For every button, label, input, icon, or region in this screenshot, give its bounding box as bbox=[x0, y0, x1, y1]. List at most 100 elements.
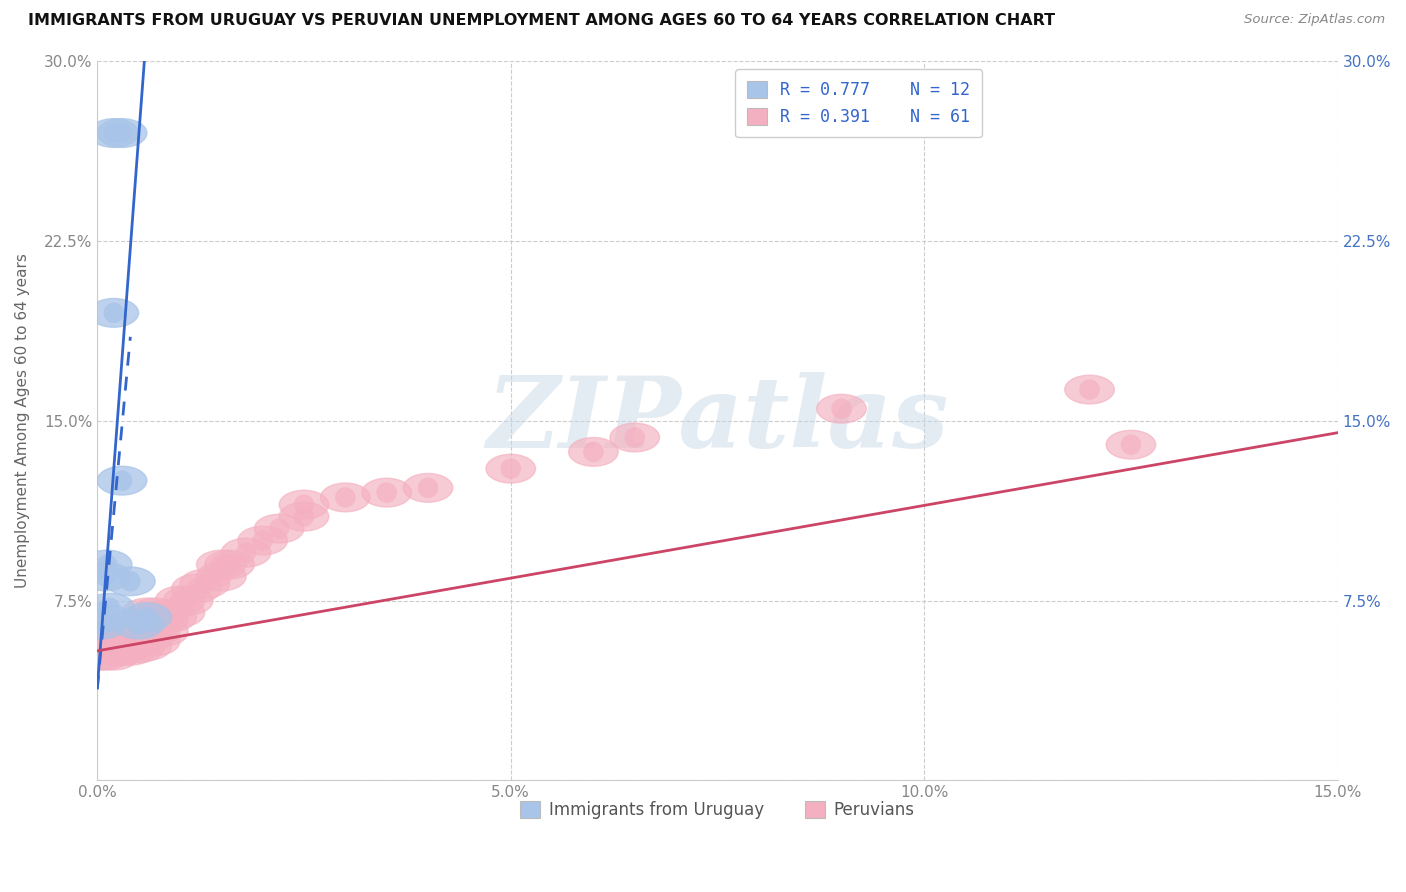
Text: IMMIGRANTS FROM URUGUAY VS PERUVIAN UNEMPLOYMENT AMONG AGES 60 TO 64 YEARS CORRE: IMMIGRANTS FROM URUGUAY VS PERUVIAN UNEM… bbox=[28, 13, 1056, 29]
Point bbox=[177, 593, 200, 607]
Ellipse shape bbox=[131, 599, 180, 627]
Ellipse shape bbox=[122, 607, 172, 637]
Point bbox=[335, 491, 357, 505]
Ellipse shape bbox=[89, 622, 139, 651]
Ellipse shape bbox=[180, 569, 229, 599]
Point bbox=[169, 593, 191, 607]
Point bbox=[89, 648, 111, 663]
Ellipse shape bbox=[139, 617, 188, 646]
Ellipse shape bbox=[80, 622, 131, 651]
Ellipse shape bbox=[97, 637, 146, 665]
Ellipse shape bbox=[76, 610, 127, 639]
Ellipse shape bbox=[89, 119, 139, 147]
Point bbox=[90, 617, 112, 632]
Point bbox=[135, 639, 157, 653]
Ellipse shape bbox=[105, 632, 155, 660]
Point bbox=[120, 617, 142, 632]
Point bbox=[135, 615, 157, 629]
Ellipse shape bbox=[146, 603, 197, 632]
Ellipse shape bbox=[89, 641, 139, 670]
Point bbox=[111, 632, 134, 646]
Legend: Immigrants from Uruguay, Peruvians: Immigrants from Uruguay, Peruvians bbox=[513, 795, 921, 826]
Ellipse shape bbox=[105, 620, 155, 648]
Point bbox=[103, 624, 125, 639]
Point bbox=[292, 498, 315, 512]
Point bbox=[152, 613, 174, 627]
Ellipse shape bbox=[105, 637, 155, 665]
Point bbox=[375, 485, 398, 500]
Point bbox=[91, 641, 114, 656]
Ellipse shape bbox=[163, 586, 214, 615]
Point bbox=[120, 574, 142, 589]
Ellipse shape bbox=[114, 610, 163, 639]
Ellipse shape bbox=[89, 299, 139, 327]
Point bbox=[186, 582, 208, 596]
Ellipse shape bbox=[254, 514, 304, 543]
Ellipse shape bbox=[105, 624, 155, 653]
Point bbox=[194, 576, 217, 591]
Ellipse shape bbox=[238, 526, 287, 555]
Point bbox=[96, 558, 118, 572]
Ellipse shape bbox=[114, 627, 163, 656]
Ellipse shape bbox=[221, 538, 271, 567]
Point bbox=[103, 644, 125, 658]
Point bbox=[111, 126, 134, 140]
Point bbox=[90, 641, 112, 656]
Point bbox=[120, 639, 142, 653]
Ellipse shape bbox=[97, 467, 146, 495]
Ellipse shape bbox=[568, 437, 619, 467]
Ellipse shape bbox=[486, 454, 536, 483]
Ellipse shape bbox=[817, 394, 866, 423]
Point bbox=[128, 641, 150, 656]
Ellipse shape bbox=[89, 632, 139, 660]
Point bbox=[1078, 383, 1101, 397]
Point bbox=[209, 569, 232, 583]
Ellipse shape bbox=[172, 574, 221, 603]
Point bbox=[128, 617, 150, 632]
Point bbox=[93, 610, 115, 624]
Point bbox=[582, 445, 605, 459]
Ellipse shape bbox=[610, 423, 659, 452]
Ellipse shape bbox=[197, 562, 246, 591]
Ellipse shape bbox=[105, 567, 155, 596]
Ellipse shape bbox=[404, 474, 453, 502]
Point bbox=[94, 569, 117, 583]
Ellipse shape bbox=[76, 634, 127, 663]
Ellipse shape bbox=[122, 603, 172, 632]
Point bbox=[135, 606, 157, 620]
Point bbox=[120, 632, 142, 646]
Point bbox=[94, 648, 117, 663]
Point bbox=[499, 461, 522, 475]
Point bbox=[135, 632, 157, 646]
Point bbox=[416, 481, 439, 495]
Ellipse shape bbox=[89, 637, 139, 665]
Point bbox=[103, 126, 125, 140]
Point bbox=[143, 634, 166, 648]
Y-axis label: Unemployment Among Ages 60 to 64 years: Unemployment Among Ages 60 to 64 years bbox=[15, 253, 30, 588]
Point bbox=[160, 610, 183, 624]
Ellipse shape bbox=[114, 620, 163, 648]
Point bbox=[98, 637, 121, 651]
Ellipse shape bbox=[97, 624, 146, 653]
Ellipse shape bbox=[131, 627, 180, 656]
Point bbox=[103, 306, 125, 320]
Point bbox=[135, 624, 157, 639]
Point bbox=[128, 634, 150, 648]
Point bbox=[128, 627, 150, 641]
Point bbox=[128, 617, 150, 632]
Ellipse shape bbox=[131, 617, 180, 646]
Point bbox=[152, 624, 174, 639]
Ellipse shape bbox=[89, 627, 139, 656]
Ellipse shape bbox=[139, 606, 188, 634]
Point bbox=[103, 648, 125, 663]
Point bbox=[235, 545, 257, 559]
Ellipse shape bbox=[114, 610, 163, 639]
Ellipse shape bbox=[155, 599, 205, 627]
Point bbox=[111, 474, 134, 488]
Text: ZIPatlas: ZIPatlas bbox=[486, 373, 949, 469]
Ellipse shape bbox=[84, 629, 135, 658]
Ellipse shape bbox=[84, 637, 135, 665]
Ellipse shape bbox=[79, 603, 129, 632]
Point bbox=[209, 558, 232, 572]
Point bbox=[94, 634, 117, 648]
